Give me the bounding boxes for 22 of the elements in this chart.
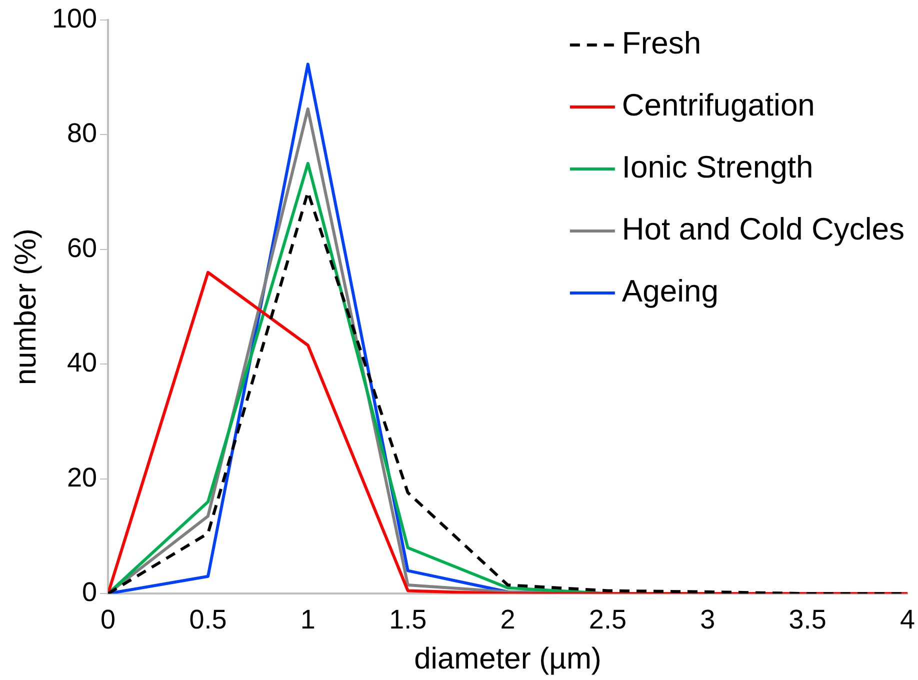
x-tick-label: 2: [500, 604, 516, 634]
legend-label: Ageing: [622, 274, 718, 309]
x-tick-label: 3.5: [788, 604, 826, 634]
y-tick-label: 80: [67, 118, 98, 148]
x-axis-title: diameter (µm): [414, 642, 602, 676]
legend-label: Centrifugation: [622, 88, 815, 123]
x-tick-label: 3: [700, 604, 716, 634]
legend-label: Ionic Strength: [622, 150, 814, 185]
y-tick-label: 0: [82, 577, 98, 608]
x-tick-label: 1: [300, 604, 316, 634]
legend-label: Fresh: [622, 26, 702, 61]
y-tick-label: 40: [67, 348, 98, 378]
x-tick-label: 1.5: [389, 604, 427, 634]
y-axis-title: number (%): [9, 228, 42, 386]
x-tick-label: 4: [900, 604, 916, 634]
y-tick-label: 60: [67, 232, 98, 263]
x-tick-label: 0.5: [189, 604, 227, 634]
y-tick-label: 20: [67, 462, 98, 492]
x-tick-label: 2.5: [588, 604, 626, 634]
y-tick-label: 100: [52, 3, 98, 34]
legend-label: Hot and Cold Cycles: [622, 212, 904, 247]
x-tick-label: 0: [100, 604, 116, 634]
